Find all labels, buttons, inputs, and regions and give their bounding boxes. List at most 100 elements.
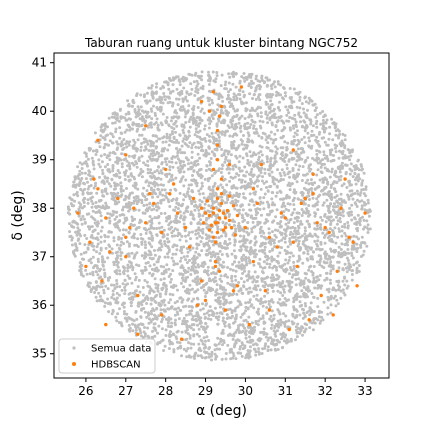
all-data-point	[292, 235, 296, 239]
all-data-point	[107, 230, 111, 233]
all-data-point	[179, 266, 183, 269]
all-data-point	[221, 316, 225, 320]
all-data-point	[270, 298, 274, 302]
all-data-point	[315, 260, 319, 264]
all-data-point	[299, 147, 303, 150]
all-data-point	[224, 221, 228, 225]
all-data-point	[343, 225, 347, 229]
all-data-point	[96, 260, 100, 264]
all-data-point	[135, 202, 139, 206]
all-data-point	[97, 199, 101, 203]
all-data-point	[280, 215, 283, 219]
all-data-point	[202, 196, 206, 200]
all-data-point	[252, 343, 255, 347]
all-data-point	[340, 166, 344, 170]
all-data-point	[232, 140, 236, 143]
all-data-point	[207, 83, 211, 86]
all-data-point	[216, 257, 219, 261]
all-data-point	[249, 345, 252, 349]
all-data-point	[146, 207, 150, 211]
all-data-point	[270, 191, 274, 194]
all-data-point	[296, 138, 300, 142]
all-data-point	[325, 154, 329, 158]
all-data-point	[329, 296, 333, 300]
all-data-point	[78, 169, 82, 173]
all-data-point	[185, 192, 189, 196]
all-data-point	[182, 107, 186, 111]
all-data-point	[269, 314, 273, 318]
all-data-point	[182, 255, 186, 259]
all-data-point	[274, 145, 278, 149]
all-data-point	[133, 272, 137, 276]
all-data-point	[146, 334, 150, 338]
all-data-point	[197, 334, 201, 338]
all-data-point	[165, 116, 169, 119]
all-data-point	[232, 92, 236, 96]
all-data-point	[231, 116, 235, 120]
all-data-point	[121, 282, 125, 286]
all-data-point	[164, 194, 167, 198]
all-data-point	[204, 222, 208, 226]
all-data-point	[221, 328, 225, 332]
all-data-point	[301, 316, 305, 320]
all-data-point	[220, 132, 224, 136]
all-data-point	[140, 308, 143, 312]
all-data-point	[304, 100, 308, 104]
all-data-point	[193, 133, 197, 137]
all-data-point	[325, 252, 329, 256]
all-data-point	[262, 81, 266, 85]
all-data-point	[194, 290, 198, 293]
all-data-point	[295, 180, 299, 184]
all-data-point	[294, 163, 298, 167]
all-data-point	[103, 175, 107, 179]
all-data-point	[327, 194, 331, 198]
all-data-point	[128, 167, 132, 171]
all-data-point	[216, 133, 220, 137]
all-data-point	[173, 301, 177, 305]
all-data-point	[326, 143, 330, 147]
all-data-point	[99, 240, 103, 244]
all-data-point	[108, 301, 112, 305]
all-data-point	[129, 304, 133, 308]
all-data-point	[299, 222, 302, 226]
all-data-point	[179, 344, 183, 348]
all-data-point	[207, 185, 211, 189]
all-data-point	[110, 283, 113, 287]
all-data-point	[272, 258, 276, 262]
all-data-point	[149, 296, 153, 300]
all-data-point	[193, 208, 197, 212]
all-data-point	[221, 130, 224, 134]
all-data-point	[292, 264, 296, 268]
all-data-point	[224, 232, 228, 236]
all-data-point	[296, 224, 300, 228]
all-data-point	[70, 238, 74, 242]
all-data-point	[362, 218, 366, 222]
all-data-point	[281, 333, 285, 337]
all-data-point	[360, 183, 364, 187]
all-data-point	[311, 250, 315, 254]
all-data-point	[283, 160, 287, 163]
all-data-point	[176, 166, 180, 170]
all-data-point	[337, 156, 341, 160]
all-data-point	[271, 180, 275, 184]
all-data-point	[276, 329, 279, 333]
all-data-point	[149, 86, 153, 90]
all-data-point	[234, 201, 238, 205]
all-data-point	[307, 136, 311, 140]
all-data-point	[337, 227, 341, 231]
all-data-point	[102, 291, 106, 295]
all-data-point	[202, 242, 206, 246]
all-data-point	[162, 315, 166, 319]
all-data-point	[115, 156, 119, 160]
all-data-point	[120, 237, 123, 240]
all-data-point	[195, 135, 199, 138]
all-data-point	[164, 244, 168, 248]
all-data-point	[237, 121, 241, 125]
all-data-point	[258, 93, 262, 97]
all-data-point	[295, 331, 299, 335]
all-data-point	[125, 187, 128, 190]
all-data-point	[156, 187, 160, 191]
all-data-point	[350, 251, 353, 255]
all-data-point	[122, 158, 126, 162]
all-data-point	[327, 264, 331, 268]
